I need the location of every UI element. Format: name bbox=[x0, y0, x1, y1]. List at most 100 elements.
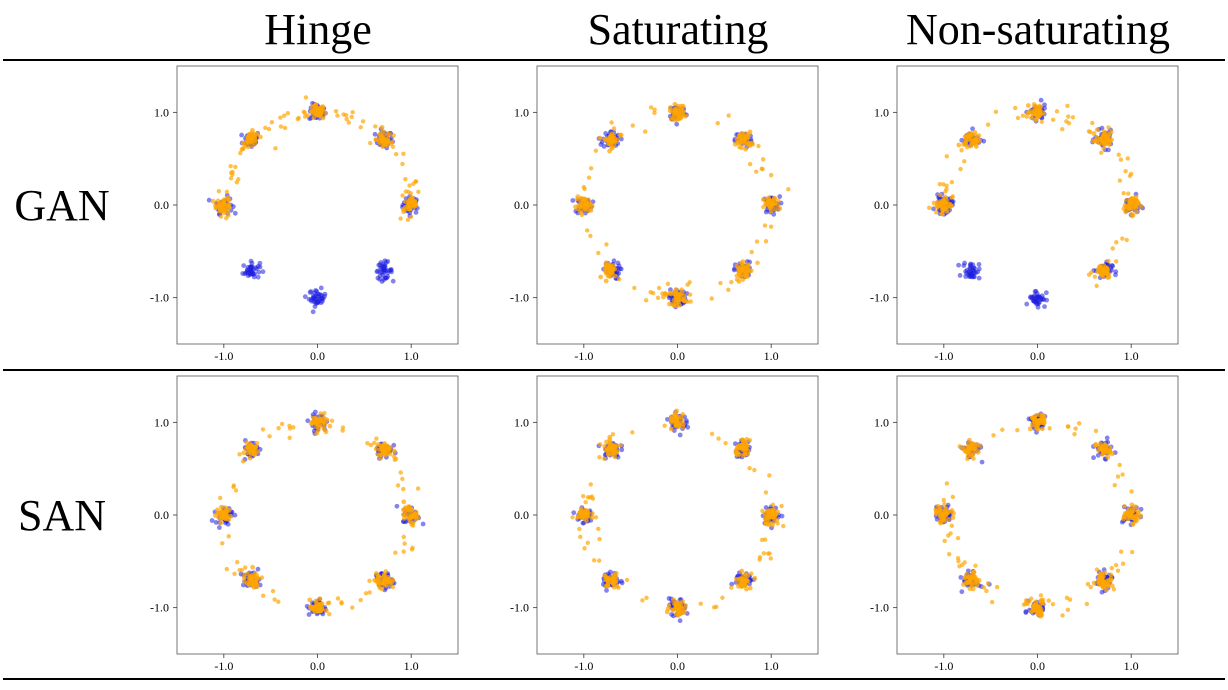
generated-point bbox=[1103, 266, 1109, 272]
generated-point bbox=[407, 206, 412, 212]
generated-point bbox=[677, 292, 682, 297]
generated-point bbox=[282, 125, 288, 131]
generated-point bbox=[340, 428, 345, 433]
generated-point bbox=[390, 584, 396, 590]
generated-point bbox=[608, 143, 614, 149]
generated-point bbox=[393, 550, 398, 555]
generated-point bbox=[317, 416, 323, 421]
y-tick-label: 0.0 bbox=[514, 198, 529, 212]
generated-point bbox=[630, 430, 635, 435]
generated-point bbox=[278, 124, 284, 129]
generated-point bbox=[315, 105, 321, 111]
generated-point bbox=[1101, 146, 1106, 151]
generated-point bbox=[976, 133, 982, 138]
generated-point bbox=[1122, 504, 1127, 509]
generated-point bbox=[965, 456, 970, 462]
real-point bbox=[970, 126, 975, 132]
generated-point bbox=[377, 137, 383, 142]
generated-point bbox=[675, 116, 681, 122]
x-tick-label: -1.0 bbox=[934, 659, 953, 673]
generated-point bbox=[1038, 417, 1044, 423]
generated-point bbox=[390, 144, 396, 150]
real-point bbox=[230, 204, 236, 210]
generated-point bbox=[254, 440, 260, 446]
generated-point bbox=[943, 511, 949, 517]
x-tick-label: 1.0 bbox=[1124, 349, 1139, 363]
generated-point bbox=[1028, 596, 1034, 601]
generated-point bbox=[213, 205, 218, 211]
generated-point bbox=[611, 126, 617, 131]
generated-point bbox=[1105, 135, 1110, 140]
real-point bbox=[1109, 267, 1114, 273]
real-point bbox=[306, 296, 312, 302]
real-point bbox=[669, 612, 675, 617]
generated-point bbox=[1085, 581, 1091, 587]
generated-point bbox=[743, 440, 749, 446]
generated-point bbox=[395, 483, 401, 488]
generated-point bbox=[644, 595, 649, 601]
generated-point bbox=[303, 95, 309, 100]
generated-point bbox=[603, 278, 609, 284]
generated-point bbox=[1091, 131, 1097, 136]
generated-point bbox=[377, 585, 382, 590]
x-tick-label: 0.0 bbox=[1030, 659, 1045, 673]
generated-point bbox=[387, 131, 393, 137]
generated-point bbox=[1101, 579, 1107, 585]
generated-point bbox=[734, 277, 740, 282]
generated-point bbox=[1109, 451, 1115, 457]
generated-point bbox=[312, 103, 317, 109]
generated-point bbox=[1120, 561, 1126, 566]
generated-point bbox=[973, 142, 978, 148]
generated-point bbox=[416, 189, 421, 195]
generated-point bbox=[1128, 206, 1133, 211]
middle-rule bbox=[3, 369, 1225, 371]
generated-point bbox=[1118, 157, 1124, 162]
generated-point bbox=[254, 584, 260, 590]
generated-point bbox=[329, 418, 335, 424]
generated-point bbox=[720, 595, 725, 600]
generated-point bbox=[212, 513, 218, 518]
generated-point bbox=[935, 504, 941, 509]
x-tick-label: -1.0 bbox=[214, 349, 233, 363]
generated-point bbox=[1130, 198, 1135, 204]
generated-point bbox=[311, 607, 316, 612]
generated-point bbox=[603, 270, 609, 276]
generated-point bbox=[709, 431, 715, 436]
generated-point bbox=[968, 451, 974, 457]
generated-point bbox=[358, 597, 363, 603]
generated-point bbox=[688, 299, 693, 304]
generated-point bbox=[1112, 482, 1117, 488]
generated-point bbox=[406, 200, 411, 206]
real-point bbox=[1032, 289, 1038, 294]
generated-point bbox=[747, 585, 753, 591]
real-point bbox=[1033, 299, 1039, 305]
generated-point bbox=[582, 186, 587, 192]
generated-point bbox=[384, 142, 389, 147]
generated-point bbox=[768, 208, 774, 214]
generated-point bbox=[278, 115, 283, 120]
generated-point bbox=[618, 442, 623, 448]
generated-point bbox=[760, 167, 765, 172]
generated-point bbox=[1097, 137, 1103, 143]
generated-point bbox=[962, 560, 967, 565]
scatter-points bbox=[926, 97, 1146, 310]
real-point bbox=[302, 294, 308, 300]
real-point bbox=[248, 264, 253, 270]
generated-point bbox=[344, 116, 349, 122]
real-point bbox=[420, 521, 426, 527]
generated-point bbox=[279, 421, 285, 427]
generated-point bbox=[709, 296, 714, 301]
generated-point bbox=[926, 205, 932, 211]
generated-point bbox=[762, 223, 768, 228]
generated-point bbox=[327, 611, 332, 617]
generated-point bbox=[747, 438, 753, 443]
generated-point bbox=[964, 580, 970, 586]
generated-point bbox=[766, 199, 772, 205]
generated-point bbox=[1109, 583, 1115, 589]
real-point bbox=[959, 137, 965, 143]
generated-point bbox=[1105, 582, 1111, 588]
top-rule bbox=[3, 59, 1225, 61]
real-point bbox=[971, 270, 977, 276]
generated-point bbox=[630, 123, 635, 128]
real-point bbox=[1024, 301, 1030, 307]
